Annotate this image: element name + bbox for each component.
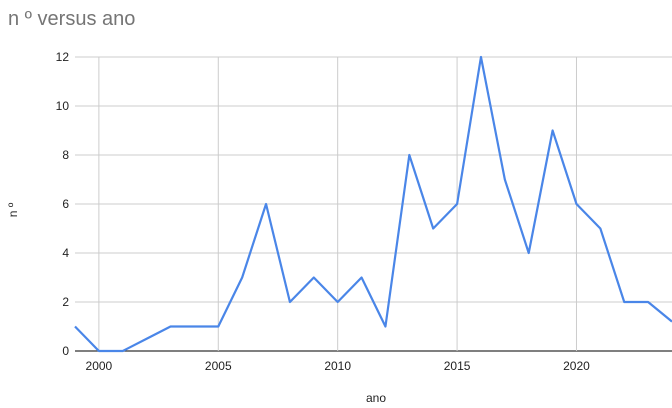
series-layer [74,55,672,353]
x-tick-label: 2015 [444,359,471,373]
x-tick-label: 2000 [86,359,113,373]
x-axis-title: ano [366,391,386,405]
y-axis-title: n º [6,202,20,217]
y-tick-label: 2 [62,295,69,309]
y-tick-label: 6 [62,197,69,211]
x-tick-label: 2005 [205,359,232,373]
tick-labels: 0 2 4 6 8 10 12 2000 2005 2010 2015 2020 [56,50,591,373]
chart-title: n º versus ano [8,8,136,30]
y-tick-label: 12 [56,50,70,64]
y-tick-label: 10 [56,99,70,113]
y-tick-label: 4 [62,246,69,260]
y-tick-label: 8 [62,148,69,162]
x-tick-label: 2020 [563,359,590,373]
grid [75,56,672,352]
x-tick-label: 2010 [324,359,351,373]
series-line [74,55,672,353]
y-tick-label: 0 [62,344,69,358]
